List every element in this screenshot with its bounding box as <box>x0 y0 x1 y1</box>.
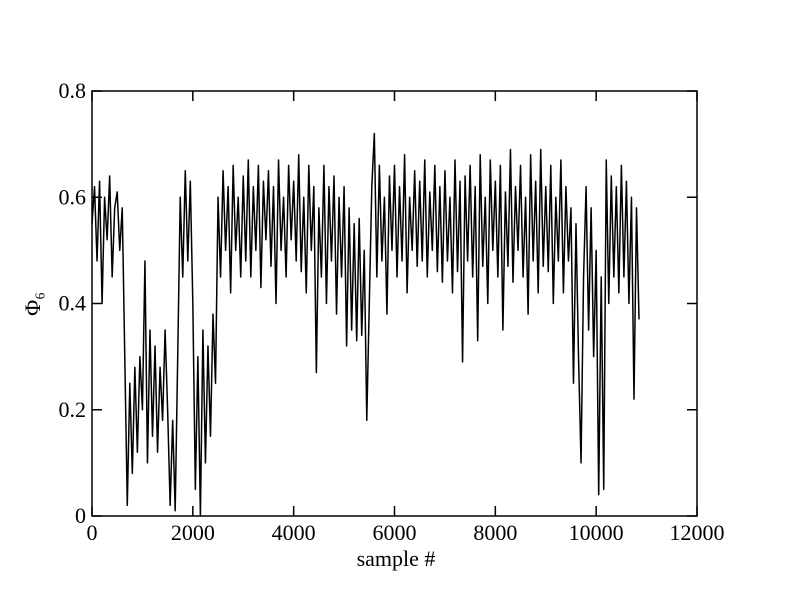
x-tick-label: 8000 <box>473 520 517 545</box>
x-tick-label: 12000 <box>670 520 725 545</box>
x-tick-label: 2000 <box>171 520 215 545</box>
y-tick-label: 0.6 <box>59 184 87 209</box>
x-tick-label: 0 <box>87 520 98 545</box>
x-tick-label: 10000 <box>569 520 624 545</box>
y-axis-label: Φ₆ <box>20 292 45 316</box>
x-tick-label: 6000 <box>373 520 417 545</box>
x-axis-label: sample # <box>357 546 436 571</box>
x-tick-label: 4000 <box>272 520 316 545</box>
y-tick-label: 0.2 <box>59 397 87 422</box>
y-tick-label: 0 <box>75 503 86 528</box>
y-tick-label: 0.8 <box>59 78 87 103</box>
y-tick-label: 0.4 <box>59 291 87 316</box>
data-line <box>91 132 640 517</box>
